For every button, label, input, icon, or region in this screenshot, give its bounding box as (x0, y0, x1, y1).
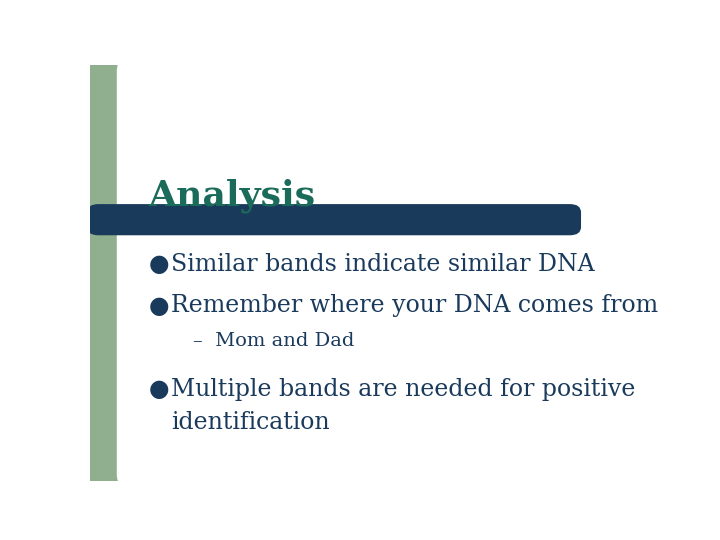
Bar (90, 65, 131, 481)
Text: identification: identification (171, 411, 330, 434)
Text: ●: ● (148, 294, 169, 318)
Text: Similar bands indicate similar DNA: Similar bands indicate similar DNA (171, 253, 595, 276)
Text: Analysis: Analysis (148, 179, 315, 213)
Text: Remember where your DNA comes from: Remember where your DNA comes from (171, 294, 658, 318)
Text: ●: ● (148, 377, 169, 401)
Bar (131, 65, 288, 181)
Text: –  Mom and Dad: – Mom and Dad (193, 332, 355, 350)
Text: ●: ● (148, 252, 169, 276)
FancyBboxPatch shape (87, 204, 581, 235)
FancyBboxPatch shape (117, 55, 662, 491)
Text: Multiple bands are needed for positive: Multiple bands are needed for positive (171, 377, 635, 401)
